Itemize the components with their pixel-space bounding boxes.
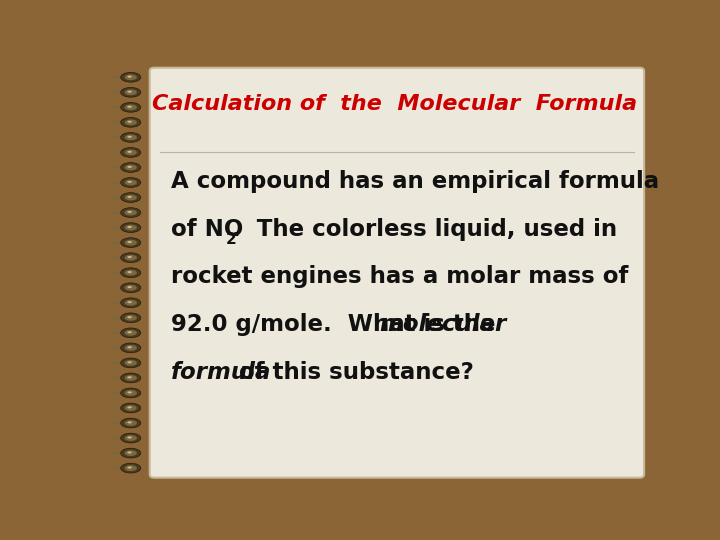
Ellipse shape — [127, 91, 132, 93]
Text: of this substance?: of this substance? — [230, 361, 474, 384]
Text: 92.0 g/mole.  What is the: 92.0 g/mole. What is the — [171, 313, 503, 336]
Ellipse shape — [125, 465, 137, 471]
Ellipse shape — [127, 211, 132, 213]
Ellipse shape — [127, 376, 132, 379]
Ellipse shape — [127, 136, 132, 138]
Ellipse shape — [125, 300, 137, 306]
Ellipse shape — [127, 346, 132, 348]
Ellipse shape — [125, 375, 137, 381]
Ellipse shape — [121, 238, 141, 247]
Ellipse shape — [127, 166, 132, 168]
Ellipse shape — [127, 121, 132, 123]
Ellipse shape — [125, 405, 137, 411]
Ellipse shape — [121, 388, 141, 398]
Text: of NO: of NO — [171, 218, 243, 240]
Ellipse shape — [121, 433, 141, 443]
Ellipse shape — [125, 119, 137, 125]
Ellipse shape — [121, 72, 141, 82]
Ellipse shape — [121, 222, 141, 232]
Ellipse shape — [125, 90, 137, 95]
Ellipse shape — [127, 271, 132, 273]
Ellipse shape — [125, 225, 137, 231]
Ellipse shape — [121, 418, 141, 428]
Ellipse shape — [127, 406, 132, 408]
Ellipse shape — [121, 358, 141, 368]
Text: 2: 2 — [225, 232, 236, 247]
Ellipse shape — [125, 345, 137, 351]
Ellipse shape — [125, 240, 137, 246]
Ellipse shape — [125, 255, 137, 261]
Ellipse shape — [127, 392, 132, 393]
Ellipse shape — [121, 268, 141, 278]
Ellipse shape — [127, 316, 132, 318]
Ellipse shape — [127, 421, 132, 423]
Ellipse shape — [127, 106, 132, 108]
Ellipse shape — [121, 147, 141, 157]
Text: Calculation of  the  Molecular  Formula: Calculation of the Molecular Formula — [151, 94, 636, 114]
Text: rocket engines has a molar mass of: rocket engines has a molar mass of — [171, 265, 629, 288]
Ellipse shape — [125, 210, 137, 215]
Ellipse shape — [125, 360, 137, 366]
Text: A compound has an empirical formula: A compound has an empirical formula — [171, 170, 659, 193]
Ellipse shape — [127, 76, 132, 78]
Text: molecular: molecular — [379, 313, 506, 336]
Ellipse shape — [127, 256, 132, 258]
Ellipse shape — [121, 253, 141, 262]
Ellipse shape — [127, 181, 132, 183]
FancyBboxPatch shape — [150, 68, 644, 478]
Ellipse shape — [121, 373, 141, 383]
Ellipse shape — [127, 226, 132, 228]
Ellipse shape — [125, 390, 137, 396]
Ellipse shape — [121, 283, 141, 293]
Ellipse shape — [121, 208, 141, 218]
Ellipse shape — [121, 132, 141, 142]
Ellipse shape — [121, 448, 141, 458]
Ellipse shape — [125, 450, 137, 456]
Ellipse shape — [127, 151, 132, 153]
Ellipse shape — [127, 196, 132, 198]
Ellipse shape — [125, 270, 137, 275]
Ellipse shape — [121, 328, 141, 338]
Ellipse shape — [125, 194, 137, 200]
Ellipse shape — [125, 435, 137, 441]
Ellipse shape — [127, 436, 132, 438]
Ellipse shape — [121, 178, 141, 187]
Ellipse shape — [121, 103, 141, 112]
Ellipse shape — [121, 193, 141, 202]
Ellipse shape — [121, 87, 141, 97]
Ellipse shape — [121, 163, 141, 172]
Ellipse shape — [127, 301, 132, 303]
Ellipse shape — [125, 315, 137, 321]
Ellipse shape — [125, 104, 137, 110]
Ellipse shape — [121, 403, 141, 413]
Text: formula: formula — [171, 361, 271, 384]
Ellipse shape — [127, 467, 132, 469]
Ellipse shape — [121, 118, 141, 127]
Ellipse shape — [125, 180, 137, 185]
Ellipse shape — [127, 361, 132, 363]
Ellipse shape — [127, 286, 132, 288]
Ellipse shape — [125, 285, 137, 291]
Ellipse shape — [127, 451, 132, 454]
Ellipse shape — [125, 165, 137, 171]
Ellipse shape — [125, 330, 137, 336]
Ellipse shape — [125, 75, 137, 80]
Ellipse shape — [121, 298, 141, 308]
Ellipse shape — [125, 134, 137, 140]
Ellipse shape — [121, 463, 141, 473]
Ellipse shape — [127, 331, 132, 333]
Ellipse shape — [125, 420, 137, 426]
Ellipse shape — [125, 150, 137, 156]
Ellipse shape — [121, 313, 141, 323]
Ellipse shape — [127, 241, 132, 243]
Text: .  The colorless liquid, used in: . The colorless liquid, used in — [233, 218, 618, 240]
Ellipse shape — [121, 343, 141, 353]
